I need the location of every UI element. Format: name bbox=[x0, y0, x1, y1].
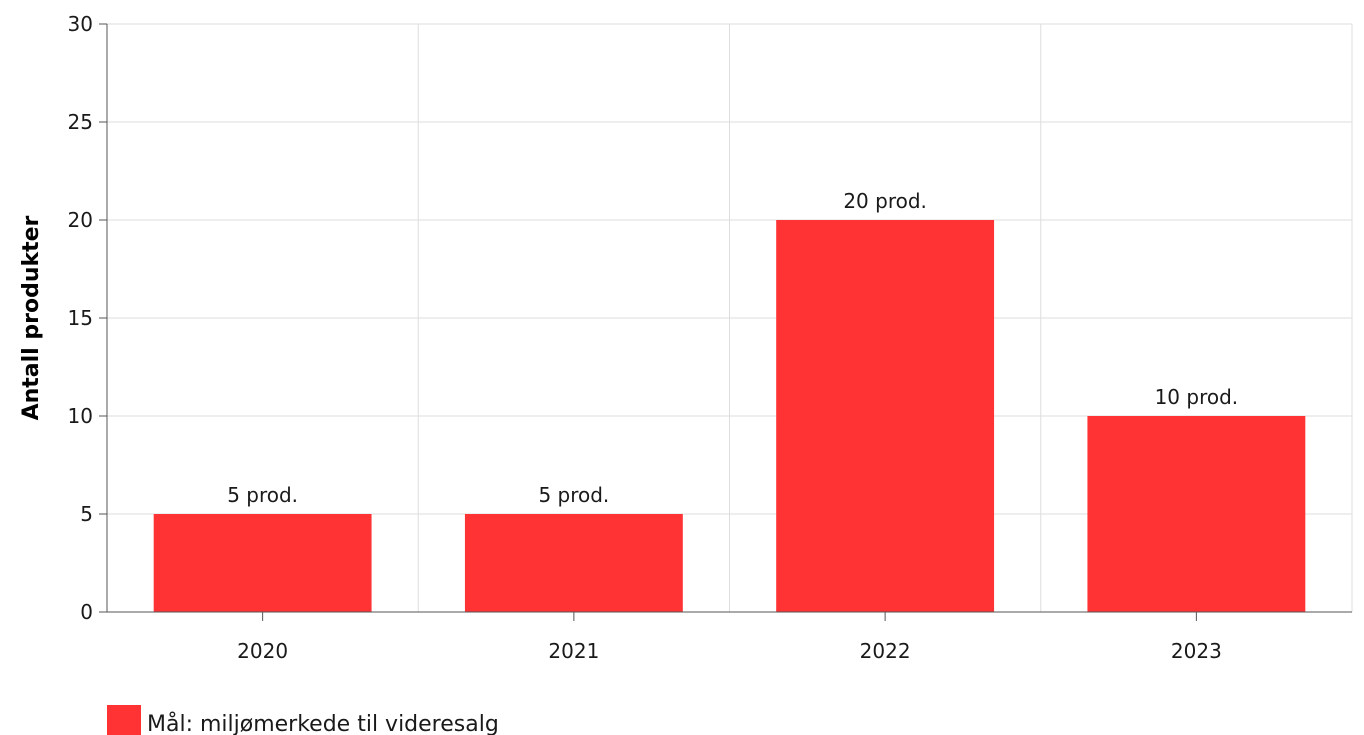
bars bbox=[153, 220, 1306, 612]
data-label-2023: 10 prod. bbox=[1155, 385, 1239, 409]
bar-2021[interactable] bbox=[464, 514, 683, 612]
gridlines bbox=[107, 23, 1353, 612]
x-tick-label-2023: 2023 bbox=[1171, 639, 1222, 663]
y-tick-label: 0 bbox=[80, 600, 93, 624]
data-label-2022: 20 prod. bbox=[843, 189, 927, 213]
labels: 0 5 10 15 20 25 30 5 prod. 2020 5 prod. 2021 20 pro… bbox=[68, 12, 1239, 663]
legend-swatch bbox=[107, 705, 141, 735]
y-tick-label: 10 bbox=[68, 404, 93, 428]
y-axis-title: Antall produkter bbox=[19, 215, 44, 420]
bar-2020[interactable] bbox=[153, 514, 372, 612]
data-label-2020: 5 prod. bbox=[227, 483, 298, 507]
y-tick-label: 20 bbox=[68, 208, 93, 232]
data-label-2021: 5 prod. bbox=[538, 483, 609, 507]
legend[interactable]: Mål: miljømerkede til videresalg bbox=[107, 705, 499, 735]
x-tick-label-2020: 2020 bbox=[237, 639, 288, 663]
y-tick-label: 15 bbox=[68, 306, 93, 330]
y-tick-label: 30 bbox=[68, 12, 93, 36]
legend-label: Mål: miljømerkede til videresalg bbox=[147, 711, 499, 735]
bar-2023[interactable] bbox=[1087, 416, 1306, 612]
x-tick-label-2021: 2021 bbox=[548, 639, 599, 663]
axes bbox=[99, 23, 1352, 621]
x-tick-label-2022: 2022 bbox=[860, 639, 911, 663]
bar-2022[interactable] bbox=[776, 220, 995, 612]
y-tick-label: 5 bbox=[80, 502, 93, 526]
y-tick-label: 25 bbox=[68, 110, 93, 134]
